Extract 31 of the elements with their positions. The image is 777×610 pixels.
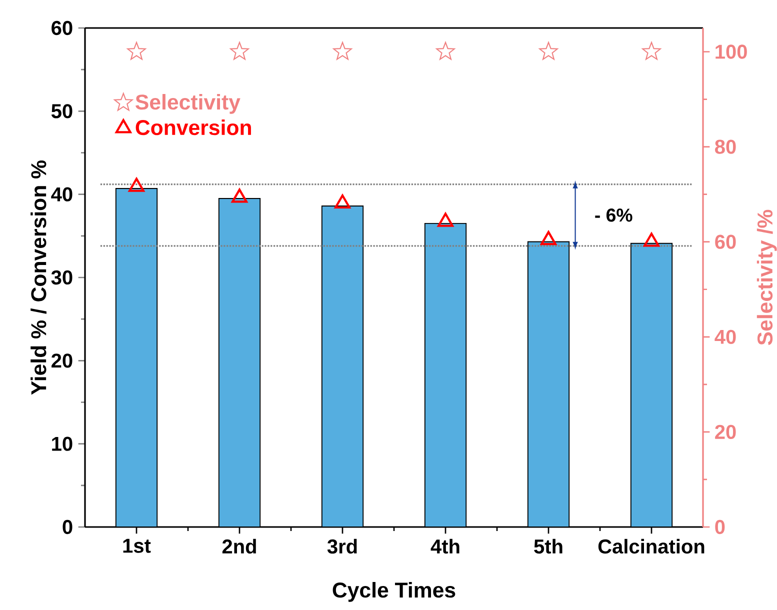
y-tick-label: 40: [51, 187, 72, 202]
point: [128, 178, 144, 192]
point: [232, 188, 248, 203]
x-tick-label: 2nd: [222, 538, 256, 554]
x-tick-label: 5th: [534, 538, 562, 554]
x-tick-label: 1st: [123, 538, 151, 553]
x-tick-label: Calcination: [598, 538, 704, 554]
x-tick-label: 4th: [430, 538, 460, 554]
legend-label: Conversion: [136, 119, 251, 136]
point: [540, 231, 556, 246]
point: [334, 194, 350, 209]
point: [644, 232, 660, 247]
y-tick-label: 50: [51, 104, 72, 118]
y-axis-title: Yield % / Conversion %: [30, 160, 46, 395]
legend-label: Selectivity: [136, 94, 240, 114]
point: [438, 212, 454, 227]
y2-tick-label: 100: [716, 44, 747, 59]
y2-axis-title: Selectivity /%: [756, 210, 777, 346]
y-tick-label: 10: [52, 436, 72, 451]
annotation: - 6%: [595, 208, 632, 222]
y2-tick-label: 60: [715, 234, 736, 249]
y2-tick-label: 80: [715, 140, 736, 154]
y2-tick-label: 0: [715, 520, 725, 534]
y-tick-label: 0: [62, 520, 72, 534]
y-tick-label: 30: [51, 270, 72, 285]
y-tick-label: 60: [52, 20, 72, 36]
x-tick-label: 3rd: [327, 538, 357, 554]
y2-tick-label: 40: [714, 330, 736, 344]
y-tick-label: 20: [52, 354, 72, 368]
x-axis-title: Cycle Times: [332, 582, 456, 602]
y2-tick-label: 20: [715, 424, 736, 440]
